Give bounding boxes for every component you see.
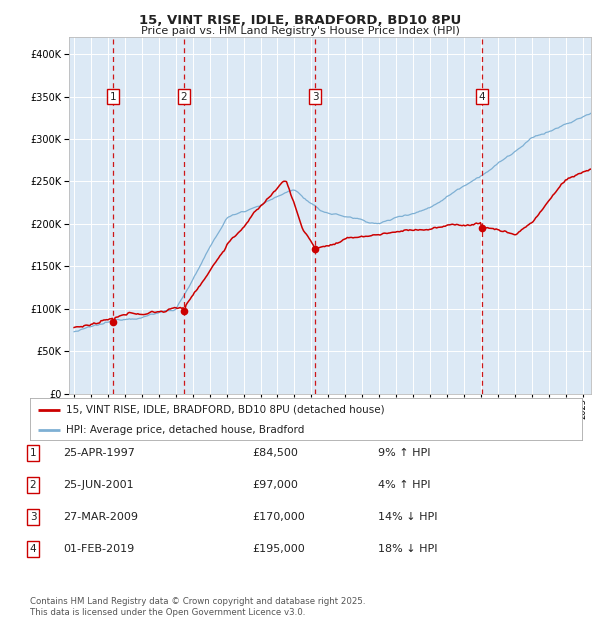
Text: 1: 1: [110, 92, 117, 102]
Text: £97,000: £97,000: [252, 480, 298, 490]
Text: 14% ↓ HPI: 14% ↓ HPI: [378, 512, 437, 522]
Text: 01-FEB-2019: 01-FEB-2019: [63, 544, 134, 554]
Text: 18% ↓ HPI: 18% ↓ HPI: [378, 544, 437, 554]
Text: 2: 2: [29, 480, 37, 490]
Text: HPI: Average price, detached house, Bradford: HPI: Average price, detached house, Brad…: [66, 425, 304, 435]
Text: 4: 4: [479, 92, 485, 102]
Text: £84,500: £84,500: [252, 448, 298, 458]
Text: 4% ↑ HPI: 4% ↑ HPI: [378, 480, 431, 490]
Text: 15, VINT RISE, IDLE, BRADFORD, BD10 8PU: 15, VINT RISE, IDLE, BRADFORD, BD10 8PU: [139, 14, 461, 27]
Text: 2: 2: [181, 92, 187, 102]
Text: Contains HM Land Registry data © Crown copyright and database right 2025.
This d: Contains HM Land Registry data © Crown c…: [30, 598, 365, 617]
Text: 3: 3: [29, 512, 37, 522]
Text: Price paid vs. HM Land Registry's House Price Index (HPI): Price paid vs. HM Land Registry's House …: [140, 26, 460, 36]
Text: 3: 3: [312, 92, 319, 102]
Text: £170,000: £170,000: [252, 512, 305, 522]
Text: 15, VINT RISE, IDLE, BRADFORD, BD10 8PU (detached house): 15, VINT RISE, IDLE, BRADFORD, BD10 8PU …: [66, 405, 385, 415]
Text: 1: 1: [29, 448, 37, 458]
Text: 9% ↑ HPI: 9% ↑ HPI: [378, 448, 431, 458]
Text: 25-APR-1997: 25-APR-1997: [63, 448, 135, 458]
Text: 25-JUN-2001: 25-JUN-2001: [63, 480, 134, 490]
Text: 4: 4: [29, 544, 37, 554]
Text: £195,000: £195,000: [252, 544, 305, 554]
Text: 27-MAR-2009: 27-MAR-2009: [63, 512, 138, 522]
